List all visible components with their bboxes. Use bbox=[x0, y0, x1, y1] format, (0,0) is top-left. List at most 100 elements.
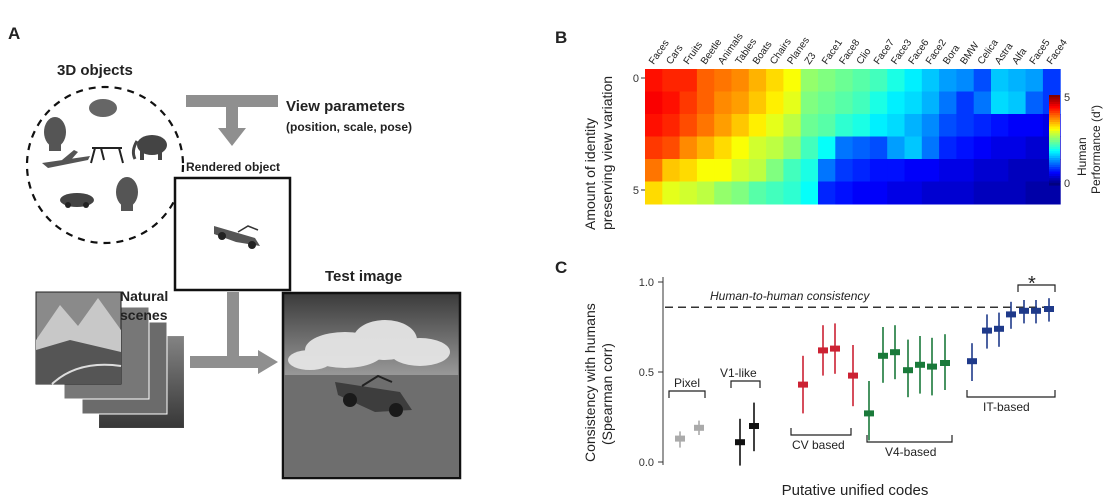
heatmap-cell bbox=[766, 91, 784, 115]
heatmap-cell bbox=[766, 181, 784, 205]
heatmap-cell bbox=[973, 181, 992, 205]
consistency-ylabel-1: Consistency with humans bbox=[582, 303, 598, 462]
colorbar-swatch bbox=[1049, 124, 1060, 128]
heatmap-cell bbox=[731, 69, 750, 92]
heatmap-cell bbox=[818, 69, 836, 92]
heatmap-cell bbox=[783, 91, 802, 115]
group-bracket bbox=[966, 390, 1056, 398]
heatmap-ylabel-2: preserving view variation bbox=[599, 76, 615, 230]
colorbar-title-1: Human bbox=[1075, 137, 1089, 176]
heatmap-cell bbox=[887, 69, 905, 92]
heatmap-cell bbox=[869, 114, 888, 137]
group-bracket bbox=[730, 380, 761, 388]
face-head-icon-2 bbox=[116, 177, 138, 211]
heatmap-cell bbox=[800, 114, 819, 137]
consistency-xlabel: Putative unified codes bbox=[782, 482, 929, 499]
heatmap-cell bbox=[1008, 181, 1027, 205]
colorbar-title-2: Performance (d') bbox=[1089, 105, 1103, 194]
score-marker bbox=[915, 361, 925, 368]
heatmap-cell bbox=[748, 181, 767, 205]
heatmap-cell bbox=[696, 91, 715, 115]
natural-scenes-stack bbox=[35, 291, 185, 429]
colorbar-swatch bbox=[1049, 171, 1060, 175]
colorbar-swatch bbox=[1049, 131, 1060, 134]
heatmap-cell bbox=[1025, 91, 1044, 115]
heatmap-cell bbox=[714, 91, 732, 115]
score-marker bbox=[798, 381, 808, 388]
heatmap-cell bbox=[939, 181, 957, 205]
score-marker bbox=[940, 360, 950, 366]
heatmap-cell bbox=[956, 159, 975, 182]
score-marker bbox=[967, 358, 977, 365]
heatmap-cell bbox=[904, 136, 923, 160]
heatmap-cell bbox=[748, 69, 767, 92]
heatmap-cell bbox=[662, 159, 681, 182]
group-bracket bbox=[1017, 284, 1056, 292]
heatmap-cell bbox=[645, 159, 663, 182]
heatmap-cell bbox=[869, 91, 888, 115]
heatmap-cell bbox=[714, 136, 732, 160]
heatmap-cell bbox=[852, 181, 871, 205]
heatmap-cell bbox=[956, 69, 975, 92]
heatmap-cell bbox=[1008, 91, 1027, 115]
heatmap-cell bbox=[818, 136, 836, 160]
heatmap-cell bbox=[939, 159, 957, 182]
consistency-chart: Consistency with humans (Spearman corr) … bbox=[582, 273, 1056, 499]
heatmap-cell bbox=[956, 114, 975, 137]
table-icon bbox=[90, 147, 124, 164]
heatmap-cell bbox=[696, 69, 715, 92]
heatmap-cell bbox=[956, 91, 975, 115]
score-marker bbox=[694, 424, 704, 431]
colorbar-swatch bbox=[1049, 151, 1060, 155]
heatmap-cell bbox=[852, 91, 871, 115]
view-params-subtitle: (position, scale, pose) bbox=[286, 120, 413, 134]
heatmap-cell bbox=[783, 181, 802, 205]
score-marker bbox=[878, 352, 888, 359]
heatmap-cell bbox=[991, 114, 1009, 137]
heatmap-cell bbox=[1025, 114, 1044, 137]
heatmap-cell bbox=[1008, 136, 1027, 160]
objects-title: 3D objects bbox=[57, 62, 133, 79]
colorbar-swatch bbox=[1049, 140, 1060, 143]
heatmap-cell bbox=[783, 159, 802, 182]
objects-circle bbox=[25, 85, 185, 245]
heatmap-cell bbox=[869, 181, 888, 205]
heatmap-cell bbox=[731, 114, 750, 137]
panel-c-label: C bbox=[555, 258, 568, 277]
colorbar-min: 0 bbox=[1064, 178, 1070, 190]
colorbar-swatch bbox=[1049, 142, 1060, 146]
score-marker bbox=[749, 423, 759, 429]
heatmap-cell bbox=[973, 91, 992, 115]
score-marker bbox=[1019, 307, 1029, 314]
heatmap-cell bbox=[783, 114, 802, 137]
heatmap-cell bbox=[852, 136, 871, 160]
heatmap-cell bbox=[748, 114, 767, 137]
heatmap-cell bbox=[696, 114, 715, 137]
colorbar-swatch bbox=[1049, 110, 1060, 114]
heatmap-cell bbox=[991, 91, 1009, 115]
colorbar-swatch bbox=[1049, 133, 1060, 137]
heatmap-cell bbox=[835, 114, 854, 137]
colorbar-swatch bbox=[1049, 180, 1060, 184]
heatmap-cell bbox=[714, 69, 732, 92]
heatmap-cell bbox=[887, 136, 905, 160]
group-bracket bbox=[790, 428, 852, 436]
score-marker bbox=[890, 349, 900, 356]
heatmap-cell bbox=[818, 91, 836, 115]
heatmap-cell bbox=[973, 159, 992, 182]
colorbar-swatch bbox=[1049, 182, 1060, 186]
view-arrow bbox=[186, 95, 278, 146]
heatmap-cell bbox=[887, 114, 905, 137]
heatmap-cell bbox=[766, 114, 784, 137]
heatmap-cell bbox=[731, 159, 750, 182]
heatmap-cell bbox=[1025, 181, 1044, 205]
heatmap-cell bbox=[939, 114, 957, 137]
test-car-icon bbox=[335, 374, 412, 417]
fruit-icon bbox=[89, 99, 117, 117]
score-marker bbox=[1031, 307, 1041, 314]
face-head-icon bbox=[44, 117, 66, 151]
heatmap-cell bbox=[679, 114, 698, 137]
heatmap-cell bbox=[869, 69, 888, 92]
heatmap-cell bbox=[904, 159, 923, 182]
heatmap-cell bbox=[1008, 69, 1027, 92]
